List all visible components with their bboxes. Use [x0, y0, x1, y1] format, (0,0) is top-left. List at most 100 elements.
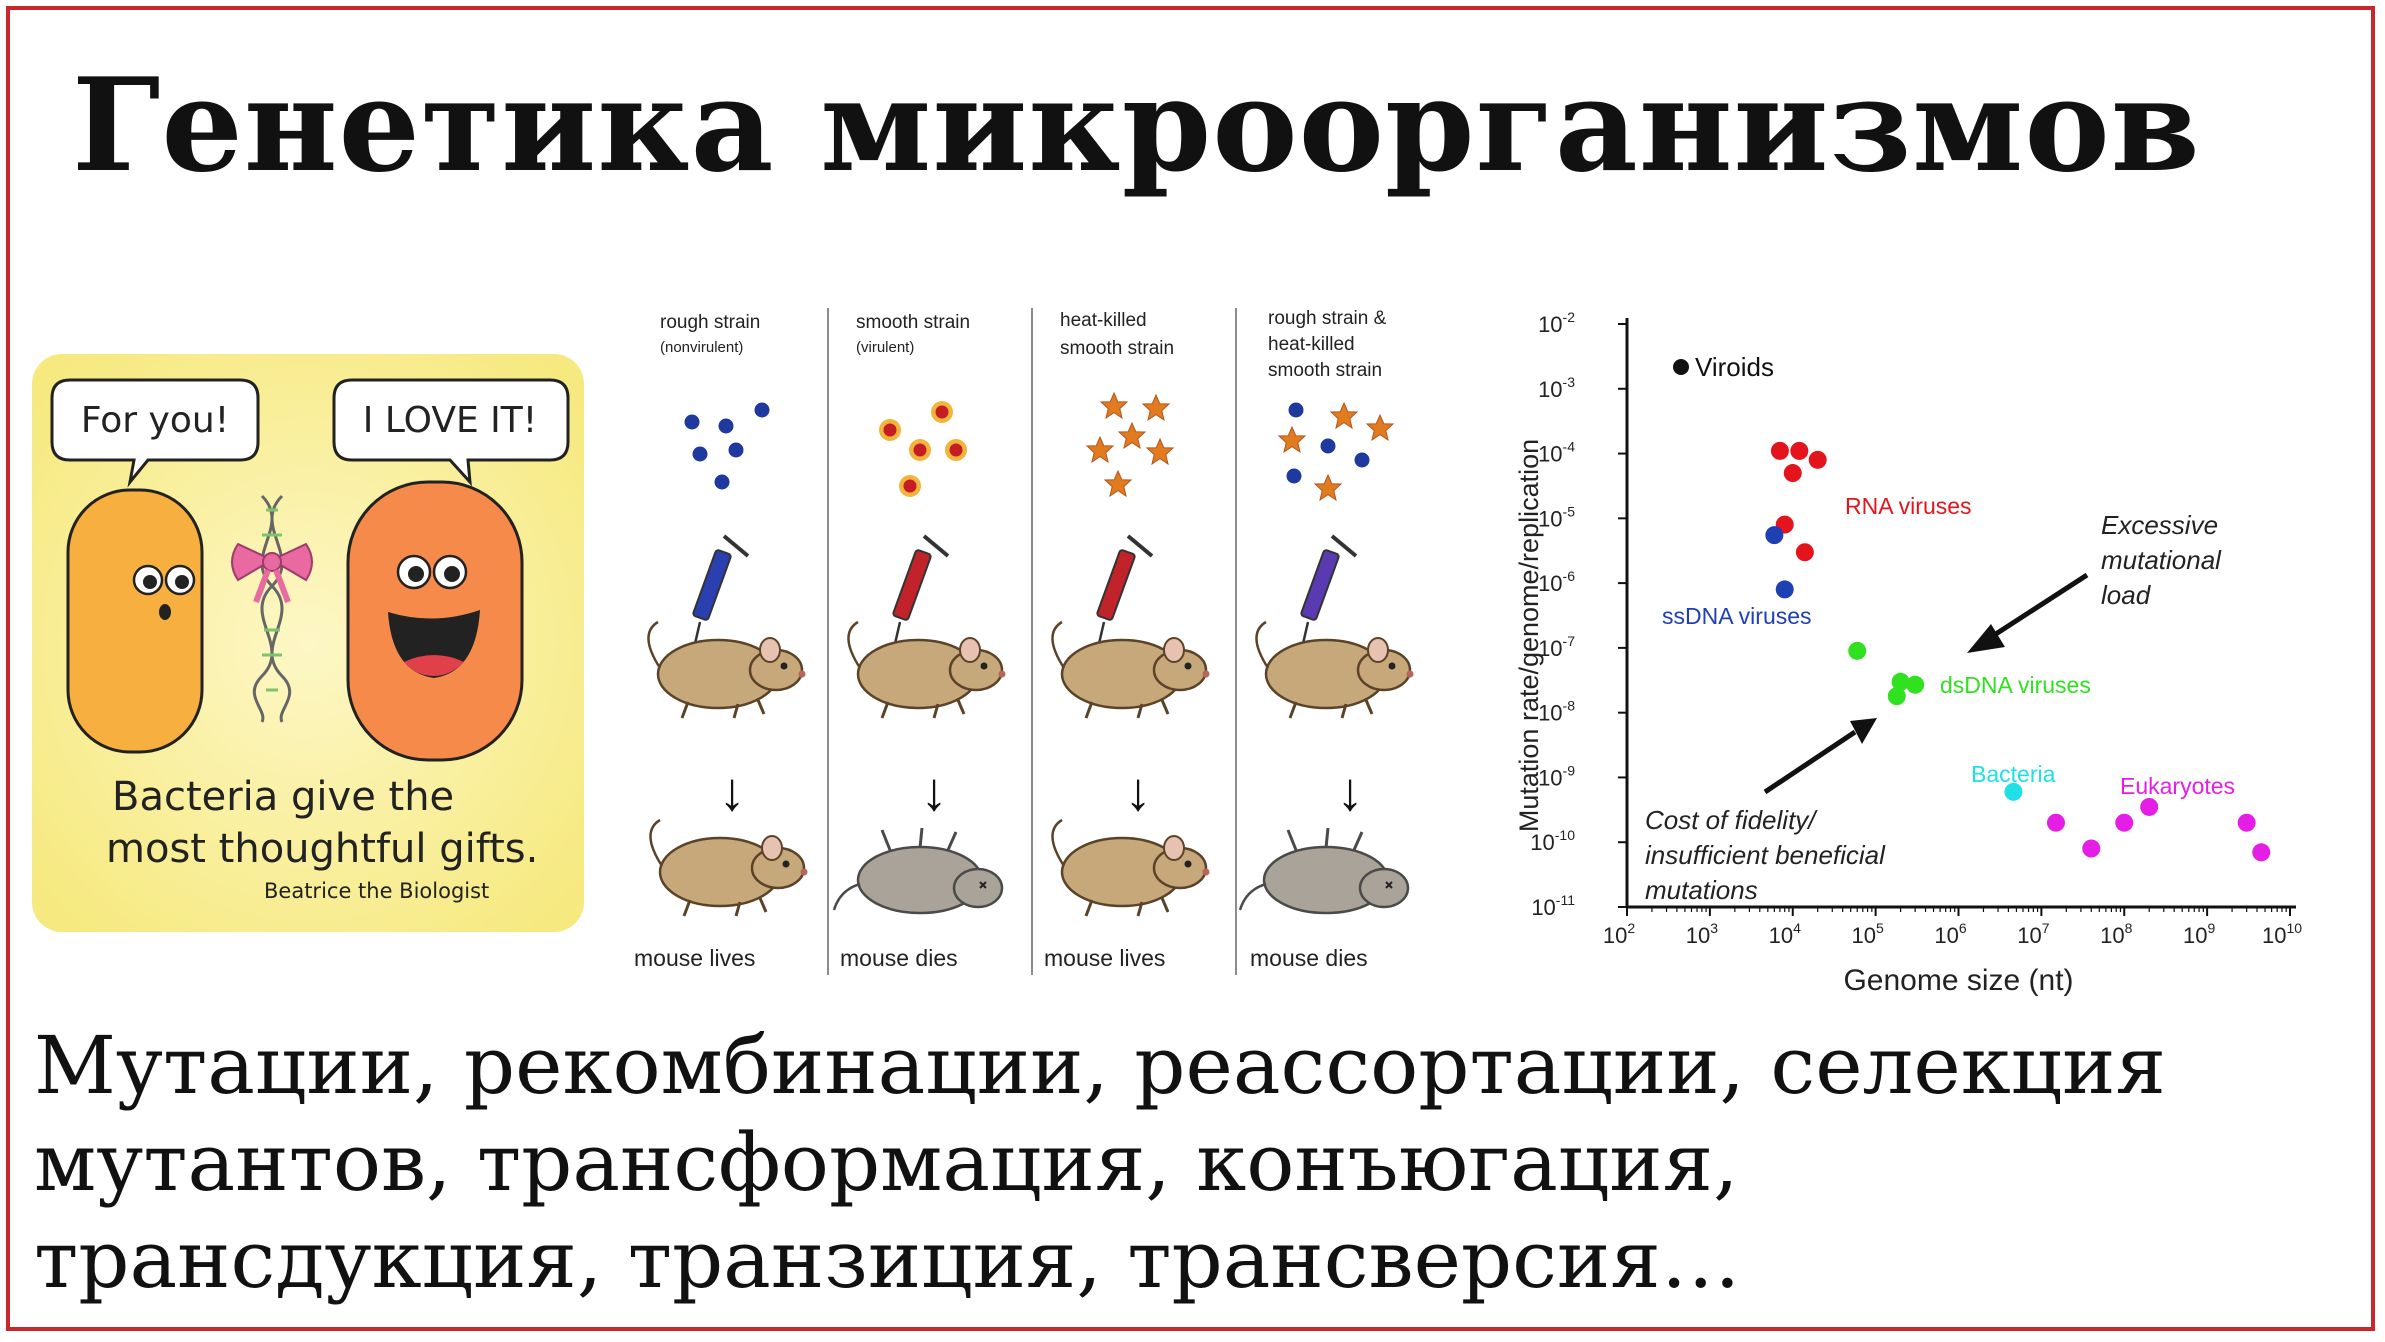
- excessive-arrow-icon: [1983, 572, 2089, 644]
- mouse-dies-4-icon: [1238, 826, 1410, 915]
- data-point: [1790, 441, 1809, 460]
- right-speech-bubble: [332, 378, 570, 487]
- mouse-before-4-icon: [1254, 620, 1415, 720]
- panel-1-outcome: mouse lives: [634, 945, 755, 971]
- mixed-cells-icon: [1278, 402, 1394, 501]
- x-tick-label: 105: [1851, 920, 1883, 948]
- cost-arrowhead-icon: [1850, 718, 1877, 744]
- comic-signature: Beatrice the Biologist: [264, 879, 489, 903]
- arrow-2-icon: ↓: [921, 762, 948, 822]
- data-point: [2237, 813, 2256, 832]
- slide-frame: [6, 6, 2375, 1331]
- cost-annotation-line: mutations: [1645, 875, 1758, 905]
- syringe-3-icon: [1096, 534, 1154, 649]
- panel-4-label-line1: rough strain &: [1268, 308, 1387, 329]
- bacteria-comic: For you! I LOVE IT!: [32, 354, 584, 932]
- series-label: ssDNA viruses: [1662, 603, 1812, 629]
- data-point: [1795, 543, 1814, 562]
- cost-annotation-line: Cost of fidelity/: [1645, 805, 1818, 835]
- rough-strain-cells-icon: [684, 402, 770, 490]
- data-point: [2140, 797, 2159, 816]
- panel-2-outcome: mouse dies: [840, 945, 958, 971]
- data-point: [1765, 526, 1784, 545]
- y-tick-label: 10-2: [1538, 309, 1575, 337]
- panel-4-outcome: mouse dies: [1250, 945, 1368, 971]
- panel-1-label-line1: rough strain: [660, 312, 760, 333]
- excessive-annotation-line: load: [2101, 580, 2152, 610]
- series-label: Bacteria: [1971, 761, 2056, 787]
- x-tick-label: 102: [1603, 920, 1635, 948]
- pink-bow-icon: [231, 542, 313, 582]
- mouse-dies-2-icon: [832, 826, 1004, 915]
- series-label: dsDNA viruses: [1940, 672, 2091, 698]
- mouse-before-3-icon: [1050, 620, 1211, 720]
- excessive-annotation-line: Excessive: [2101, 510, 2218, 540]
- x-tick-label: 108: [2100, 920, 2132, 948]
- syringe-4-icon: [1300, 534, 1358, 649]
- topics-line-3: трансдукция, транзиция, трансверсия…: [34, 1213, 1741, 1306]
- syringe-1-icon: [692, 534, 750, 649]
- excessive-annotation-line: mutational: [2101, 545, 2222, 575]
- cost-annotation-line: insufficient beneficial: [1645, 840, 1886, 870]
- arrow-3-icon: ↓: [1125, 762, 1152, 822]
- griffith-experiment: rough strain (nonvirulent) smooth strain…: [634, 308, 1415, 975]
- x-tick-label: 106: [1934, 920, 1966, 948]
- left-speech-bubble: [50, 378, 260, 488]
- mouse-lives-1-icon: [648, 818, 809, 918]
- panel-3-label-line1: heat-killed: [1060, 310, 1147, 331]
- data-point: [2046, 813, 2065, 832]
- data-point: [1770, 441, 1789, 460]
- x-tick-label: 104: [1769, 920, 1801, 948]
- data-point: [1808, 450, 1827, 469]
- mouse-lives-3-icon: [1050, 818, 1211, 918]
- topics-line-2: мутантов, трансформация, конъюгация,: [34, 1116, 1739, 1209]
- data-point: [1848, 641, 1867, 660]
- arrow-1-icon: ↓: [719, 762, 746, 822]
- slide-title: Генетика микроорганизмов: [72, 51, 2201, 201]
- mutation-rate-chart: 102 103 104 105 106 107 108 109 101010-210-310-4…: [1514, 309, 2302, 997]
- series-label: Eukaryotes: [2120, 773, 2235, 799]
- data-point: [1783, 464, 1802, 483]
- y-tick-label: 10-11: [1531, 892, 1575, 920]
- topics-line-1: Мутации, рекомбинации, реассортации, сел…: [34, 1019, 2166, 1112]
- dna-gift-icon: [231, 494, 313, 723]
- legend-marker: [1673, 359, 1689, 375]
- right-eye-icon: [408, 566, 424, 582]
- data-point: [2004, 782, 2023, 801]
- data-point: [2082, 839, 2101, 858]
- x-tick-label: 107: [2017, 920, 2049, 948]
- series-label: RNA viruses: [1845, 493, 1972, 519]
- panel-3-label-line2: smooth strain: [1060, 338, 1174, 359]
- x-tick-label: 103: [1686, 920, 1718, 948]
- x-tick-label: 1010: [2262, 920, 2302, 948]
- cost-arrow-icon: [1763, 729, 1857, 795]
- left-eye-icon: [143, 575, 157, 589]
- data-point: [1887, 687, 1906, 706]
- y-tick-label: 10-3: [1538, 374, 1575, 402]
- panel-1-label-line2: (nonvirulent): [660, 339, 743, 356]
- panel-3-outcome: mouse lives: [1044, 945, 1165, 971]
- left-bacterium: [66, 488, 204, 754]
- topics-text: Мутации, рекомбинации, реассортации, сел…: [34, 1017, 2364, 1308]
- panel-2-label-line1: smooth strain: [856, 312, 970, 333]
- arrow-4-icon: ↓: [1337, 762, 1364, 822]
- comic-caption-line1: Bacteria give the: [112, 774, 454, 820]
- data-point: [2115, 813, 2134, 832]
- legend-label: Viroids: [1695, 352, 1774, 382]
- comic-caption-line2: most thoughtful gifts.: [106, 826, 538, 872]
- data-point: [1891, 672, 1910, 691]
- mouse-before-2-icon: [846, 620, 1007, 720]
- y-axis-label: Mutation rate/genome/replication: [1514, 439, 1544, 832]
- x-tick-label: 109: [2183, 920, 2215, 948]
- panel-4-label-line3: smooth strain: [1268, 360, 1382, 381]
- right-bubble-text: I LOVE IT!: [363, 400, 537, 441]
- y-tick-label: 10-9: [1538, 762, 1575, 790]
- data-point: [1906, 675, 1925, 694]
- syringe-2-icon: [892, 534, 950, 649]
- left-bubble-text: For you!: [81, 400, 229, 441]
- smooth-strain-cells-icon: [879, 401, 967, 497]
- x-axis-label: Genome size (nt): [1843, 964, 2073, 997]
- data-point: [1775, 580, 1794, 599]
- panel-4-label-line2: heat-killed: [1268, 334, 1355, 355]
